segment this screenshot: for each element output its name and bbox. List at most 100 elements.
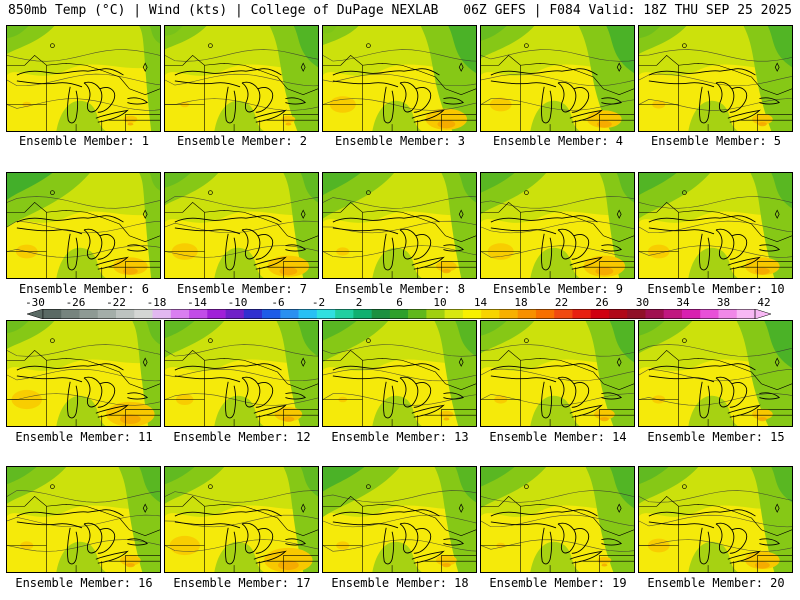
colorbar-tick-label: 26 xyxy=(595,296,609,309)
ensemble-member-label: Ensemble Member: 15 xyxy=(647,430,785,444)
colorbar-tick-label: -26 xyxy=(65,296,86,309)
colorbar-swatch xyxy=(462,309,482,319)
ensemble-map-15 xyxy=(638,320,793,427)
ensemble-member-label: Ensemble Member: 10 xyxy=(647,282,785,296)
colorbar-tick-label: -22 xyxy=(106,296,126,309)
colorbar-tick-label: 2 xyxy=(355,296,363,309)
ensemble-map-10 xyxy=(638,172,793,279)
colorbar-tick-label: 38 xyxy=(716,296,731,309)
colorbar-swatch xyxy=(243,309,263,319)
ensemble-member-label: Ensemble Member: 14 xyxy=(489,430,627,444)
ensemble-map-20 xyxy=(638,466,793,573)
colorbar-swatch xyxy=(152,309,172,319)
ensemble-map-11 xyxy=(6,320,161,427)
colorbar-swatch xyxy=(389,309,409,319)
colorbar-tick-label: 30 xyxy=(635,296,650,309)
colorbar-max-arrow xyxy=(754,309,771,319)
ensemble-map-9 xyxy=(480,172,635,279)
colorbar-swatch xyxy=(43,309,62,319)
ensemble-map-5 xyxy=(638,25,793,132)
colorbar-tick-label: 42 xyxy=(757,296,771,309)
temperature-colorbar xyxy=(27,309,771,319)
colorbar-swatch xyxy=(116,309,135,319)
ensemble-member-label: Ensemble Member: 20 xyxy=(647,576,785,590)
ensemble-member-label: Ensemble Member: 9 xyxy=(492,282,624,296)
colorbar-swatch xyxy=(444,309,464,319)
colorbar-tick-label: -6 xyxy=(271,296,285,309)
colorbar-tick-label: 6 xyxy=(396,296,403,309)
colorbar-tick-label: 10 xyxy=(433,296,447,309)
ensemble-member-label: Ensemble Member: 4 xyxy=(492,134,624,148)
ensemble-member-label: Ensemble Member: 3 xyxy=(334,134,466,148)
colorbar-swatch xyxy=(298,309,318,319)
colorbar-swatch xyxy=(262,309,281,319)
ensemble-member-label: Ensemble Member: 7 xyxy=(176,282,308,296)
colorbar-tick-label: 34 xyxy=(676,296,690,309)
colorbar-swatch xyxy=(97,309,117,319)
ensemble-member-label: Ensemble Member: 1 xyxy=(18,134,150,148)
colorbar-swatch xyxy=(627,309,646,319)
colorbar-swatch xyxy=(700,309,719,319)
colorbar-swatch xyxy=(353,309,372,319)
ensemble-member-label: Ensemble Member: 16 xyxy=(15,576,153,590)
ensemble-map-12 xyxy=(164,320,319,427)
ensemble-member-label: Ensemble Member: 5 xyxy=(650,134,782,148)
colorbar-swatch xyxy=(481,309,500,319)
colorbar-tick-label: 18 xyxy=(514,296,528,309)
ensemble-map-17 xyxy=(164,466,319,573)
colorbar-tick-label: -10 xyxy=(227,296,248,309)
colorbar-tick-label: 22 xyxy=(554,296,569,309)
colorbar-min-arrow xyxy=(27,309,44,319)
colorbar-tick-label: -2 xyxy=(311,296,326,309)
ensemble-map-1 xyxy=(6,25,161,132)
ensemble-map-14 xyxy=(480,320,635,427)
ensemble-member-label: Ensemble Member: 2 xyxy=(176,134,308,148)
colorbar-swatch xyxy=(499,309,518,319)
colorbar-swatch xyxy=(590,309,610,319)
colorbar-swatch xyxy=(426,309,445,319)
ensemble-member-label: Ensemble Member: 17 xyxy=(173,576,311,590)
ensemble-map-6 xyxy=(6,172,161,279)
colorbar-swatch xyxy=(79,309,99,319)
colorbar-swatch xyxy=(535,309,555,319)
ensemble-member-label: Ensemble Member: 11 xyxy=(15,430,153,444)
colorbar-swatch xyxy=(718,309,738,319)
colorbar-swatch xyxy=(280,309,299,319)
ensemble-member-label: Ensemble Member: 19 xyxy=(489,576,627,590)
ensemble-member-label: Ensemble Member: 13 xyxy=(331,430,469,444)
colorbar-swatch xyxy=(645,309,665,319)
ensemble-map-18 xyxy=(322,466,477,573)
colorbar-swatch xyxy=(207,309,226,319)
ensemble-map-16 xyxy=(6,466,161,573)
colorbar-swatch xyxy=(572,309,591,319)
model-run-info: 06Z GEFS | F084 Valid: 18Z THU SEP 25 20… xyxy=(463,3,792,18)
ensemble-member-label: Ensemble Member: 18 xyxy=(331,576,469,590)
ensemble-map-2 xyxy=(164,25,319,132)
colorbar-swatch xyxy=(335,309,354,319)
ensemble-member-label: Ensemble Member: 6 xyxy=(18,282,150,296)
colorbar-tick-label: -18 xyxy=(146,296,167,309)
colorbar-swatch xyxy=(170,309,190,319)
colorbar-tick-label: -30 xyxy=(25,296,45,309)
colorbar-swatch xyxy=(663,309,683,319)
colorbar-swatch xyxy=(608,309,628,319)
colorbar-swatch xyxy=(134,309,153,319)
colorbar-swatch xyxy=(736,309,756,319)
ensemble-map-13 xyxy=(322,320,477,427)
colorbar-swatch xyxy=(371,309,391,319)
ensemble-member-label: Ensemble Member: 8 xyxy=(334,282,466,296)
ensemble-member-label: Ensemble Member: 12 xyxy=(173,430,311,444)
colorbar-swatch xyxy=(408,309,427,319)
colorbar-swatch xyxy=(517,309,537,319)
colorbar-swatch xyxy=(225,309,245,319)
ensemble-map-7 xyxy=(164,172,319,279)
ensemble-map-4 xyxy=(480,25,635,132)
colorbar-tick-label: 14 xyxy=(473,296,488,309)
ensemble-map-3 xyxy=(322,25,477,132)
colorbar-swatch xyxy=(681,309,701,319)
colorbar-swatch xyxy=(316,309,336,319)
ensemble-map-19 xyxy=(480,466,635,573)
colorbar-swatch xyxy=(189,309,208,319)
colorbar-tick-label: -14 xyxy=(187,296,207,309)
colorbar-swatch xyxy=(554,309,573,319)
